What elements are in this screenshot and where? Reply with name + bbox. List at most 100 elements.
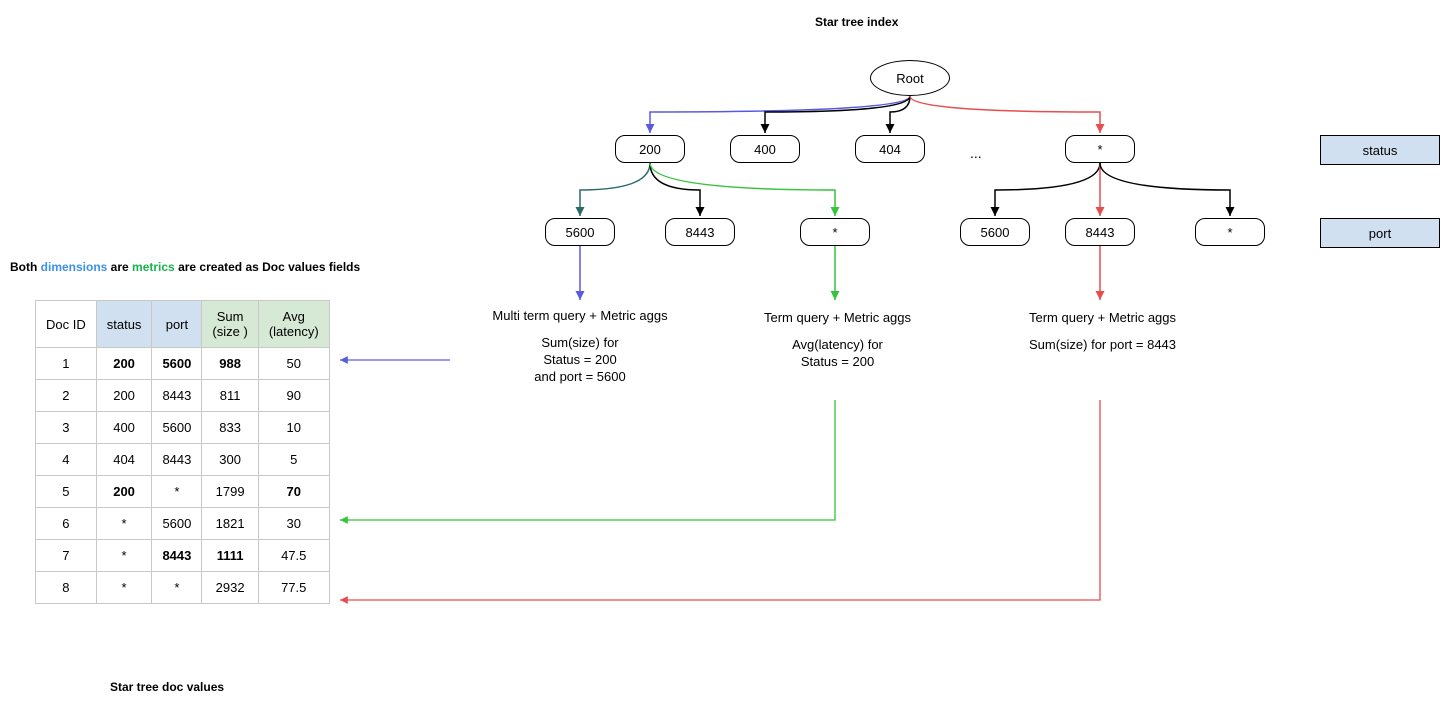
table-cell-port: 8443	[152, 444, 202, 476]
table-row: 1200560098850	[36, 348, 330, 380]
table-row: 6*5600182130	[36, 508, 330, 540]
tree-node-200-5600: 5600	[545, 218, 615, 246]
table-cell-sum: 811	[202, 380, 258, 412]
tree-ellipsis: ...	[970, 145, 982, 161]
tree-node-200: 200	[615, 135, 685, 163]
table-cell-sum: 1799	[202, 476, 258, 508]
table-cell-status: *	[96, 572, 152, 604]
table-cell-status: 200	[96, 348, 152, 380]
table-cell-sum: 1111	[202, 540, 258, 572]
tree-node-200-5600-label: 5600	[566, 225, 595, 240]
docvalues-table: Doc ID status port Sum (size ) Avg (late…	[35, 300, 330, 604]
table-cell-avg: 70	[258, 476, 329, 508]
caption-pre: Both	[10, 260, 41, 274]
tree-node-200-8443-label: 8443	[686, 225, 715, 240]
tree-node-star-star: *	[1195, 218, 1265, 246]
table-cell-sum: 833	[202, 412, 258, 444]
table-cell-avg: 50	[258, 348, 329, 380]
edge-star-5600	[995, 163, 1100, 216]
table-cell-avg: 77.5	[258, 572, 329, 604]
edge-root-404	[890, 96, 910, 133]
dimension-port-box: port	[1320, 218, 1440, 248]
annotation-term-status-line2: Avg(latency) for	[755, 337, 920, 354]
table-cell-port: 8443	[152, 540, 202, 572]
table-caption: Star tree doc values	[110, 680, 224, 694]
tree-root-label: Root	[896, 71, 923, 86]
tree-node-star: *	[1065, 135, 1135, 163]
edge-star-star	[1100, 163, 1230, 216]
dimension-port-label: port	[1369, 226, 1391, 241]
annotation-term-port-line1: Term query + Metric aggs	[1010, 310, 1195, 327]
table-cell-docid: 4	[36, 444, 97, 476]
diagram-title: Star tree index	[815, 15, 898, 29]
edge-200-5600	[580, 163, 650, 216]
tree-node-404: 404	[855, 135, 925, 163]
caption-dimensions: dimensions	[41, 260, 108, 274]
table-cell-status: 404	[96, 444, 152, 476]
table-cell-sum: 2932	[202, 572, 258, 604]
edge-root-400	[765, 96, 910, 133]
table-cell-port: *	[152, 572, 202, 604]
table-cell-docid: 2	[36, 380, 97, 412]
tree-node-star-5600-label: 5600	[981, 225, 1010, 240]
annotation-multiterm: Multi term query + Metric aggs Sum(size)…	[480, 308, 680, 386]
table-cell-docid: 5	[36, 476, 97, 508]
dimension-status-label: status	[1363, 143, 1398, 158]
tree-node-400: 400	[730, 135, 800, 163]
table-cell-port: 5600	[152, 412, 202, 444]
annotation-multiterm-line2: Sum(size) for	[480, 335, 680, 352]
table-cell-avg: 5	[258, 444, 329, 476]
tree-node-200-8443: 8443	[665, 218, 735, 246]
annotation-multiterm-line4: and port = 5600	[480, 369, 680, 386]
table-body: 1200560098850220084438119034005600833104…	[36, 348, 330, 604]
table-header-status: status	[96, 301, 152, 348]
table-header-docid: Doc ID	[36, 301, 97, 348]
table-row: 7*8443111147.5	[36, 540, 330, 572]
table-header-row: Doc ID status port Sum (size ) Avg (late…	[36, 301, 330, 348]
table-cell-docid: 6	[36, 508, 97, 540]
tree-node-400-label: 400	[754, 142, 776, 157]
table-cell-status: 400	[96, 412, 152, 444]
tree-node-404-label: 404	[879, 142, 901, 157]
tree-node-star-label: *	[1097, 142, 1102, 157]
table-cell-status: *	[96, 540, 152, 572]
tree-node-star-8443: 8443	[1065, 218, 1135, 246]
tree-node-200-star: *	[800, 218, 870, 246]
annotation-multiterm-line3: Status = 200	[480, 352, 680, 369]
caption-mid: are	[107, 260, 132, 274]
tree-root-node: Root	[870, 60, 950, 96]
annotation-term-status-line1: Term query + Metric aggs	[755, 310, 920, 327]
table-header-avg: Avg (latency)	[258, 301, 329, 348]
table-cell-port: *	[152, 476, 202, 508]
table-cell-status: 200	[96, 380, 152, 412]
annotation-multiterm-line1: Multi term query + Metric aggs	[480, 308, 680, 325]
table-cell-docid: 1	[36, 348, 97, 380]
table-row: 440484433005	[36, 444, 330, 476]
annotation-term-status: Term query + Metric aggs Avg(latency) fo…	[755, 310, 920, 371]
tree-node-200-star-label: *	[832, 225, 837, 240]
table-cell-docid: 3	[36, 412, 97, 444]
dimension-status-box: status	[1320, 135, 1440, 165]
table-cell-sum: 988	[202, 348, 258, 380]
tree-node-star-8443-label: 8443	[1086, 225, 1115, 240]
caption-metrics: metrics	[132, 260, 175, 274]
table-cell-avg: 47.5	[258, 540, 329, 572]
arrow-red-to-row7	[340, 400, 1100, 600]
edge-root-200	[650, 96, 910, 133]
table-cell-avg: 90	[258, 380, 329, 412]
table-cell-sum: 1821	[202, 508, 258, 540]
table-cell-status: *	[96, 508, 152, 540]
table-cell-avg: 10	[258, 412, 329, 444]
doc-values-caption: Both dimensions are metrics are created …	[10, 260, 360, 274]
table-row: 5200*179970	[36, 476, 330, 508]
table-row: 2200844381190	[36, 380, 330, 412]
table-cell-docid: 8	[36, 572, 97, 604]
caption-post: are created as Doc values fields	[175, 260, 360, 274]
table-cell-status: 200	[96, 476, 152, 508]
annotation-term-status-line3: Status = 200	[755, 354, 920, 371]
tree-node-star-5600: 5600	[960, 218, 1030, 246]
table-cell-avg: 30	[258, 508, 329, 540]
table-header-port: port	[152, 301, 202, 348]
tree-node-200-label: 200	[639, 142, 661, 157]
arrow-green-to-row5	[340, 400, 835, 520]
